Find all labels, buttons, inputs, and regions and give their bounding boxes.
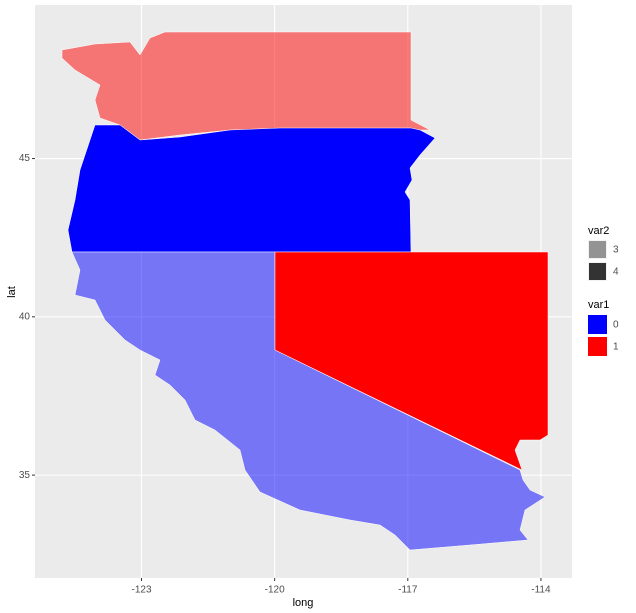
legend-label: 3	[613, 245, 619, 256]
region	[274, 251, 549, 471]
region	[71, 251, 546, 551]
legend-label: 0	[613, 320, 619, 331]
x-tick-label: -117	[398, 585, 418, 596]
x-tick-label: -114	[531, 585, 551, 596]
legend-swatch	[588, 337, 607, 356]
region	[61, 31, 431, 141]
x-tick-label: -120	[265, 585, 285, 596]
y-axis-title: lat	[6, 286, 18, 298]
legend-title: var2	[588, 225, 609, 237]
x-axis-title: long	[293, 597, 314, 609]
x-tick-label: -123	[132, 585, 152, 596]
y-tick-label: 40	[19, 311, 31, 322]
y-tick-label: 45	[19, 153, 31, 164]
region	[67, 124, 436, 253]
y-tick-label: 35	[19, 470, 31, 481]
legend-swatch	[588, 315, 607, 334]
legend-swatch	[589, 263, 606, 280]
legend-label: 1	[613, 342, 619, 353]
legend-label: 4	[613, 267, 619, 278]
legend-swatch	[589, 241, 606, 258]
legend-title: var1	[588, 299, 609, 311]
